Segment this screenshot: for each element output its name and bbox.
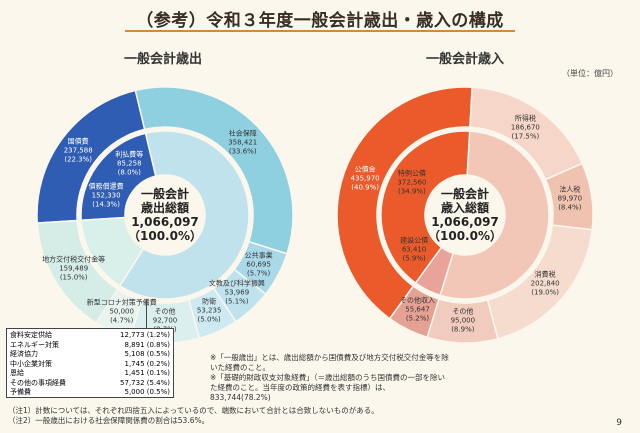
- special-bond-label: 特例公債 372,560 (34.9%): [397, 169, 427, 196]
- notes: ※「一般歳出」とは、歳出総額から国債費及び地方交付税交付金等を除いた経費のこと。…: [210, 353, 450, 403]
- breakdown-row: 食料安定供給 12,773 (1.2%): [10, 331, 170, 339]
- expenditure-center-pct: （100.0%）: [128, 229, 202, 243]
- revenue-center-value: 1,066,097: [431, 215, 499, 229]
- expenditure-slice-label: 文教及び科学振興 53,969 (5.1%): [208, 279, 265, 306]
- revenue-outer-slice-0: [336, 86, 473, 320]
- revenue-slice-label: 公債金 435,970 (40.9%): [350, 165, 380, 192]
- revenue-center-line1: 一般会計: [440, 187, 490, 201]
- breakdown-row: 経済協力 5,108 (0.5%): [10, 350, 170, 358]
- expenditure-chart-title: 一般会計歳出: [124, 52, 203, 67]
- revenue-inner-slice-2: [414, 246, 455, 297]
- revenue-inner-slice-1: [439, 130, 550, 300]
- expenditure-slice-label: 社会保障 358,421 (33.6%): [228, 129, 258, 156]
- revenue-center-line2: 歳入総額: [440, 201, 490, 215]
- expenditure-inner-slice-0: [80, 132, 157, 222]
- breakdown-row: 予備費 5,000 (0.5%): [10, 388, 170, 396]
- footnote-rounding: （注1）計数については、それぞれ四捨五入によっているので、端数において合計とは合…: [8, 406, 379, 415]
- title-underline: [125, 30, 515, 32]
- expenditure-slice-label: 新型コロナ対策予備費 50,000 (4.7%): [86, 298, 157, 325]
- footnote-social-security: （注2）一般歳出における社会保障関係費の割合は53.6%。: [8, 416, 210, 425]
- expenditure-inner-slice-2: [80, 216, 145, 287]
- breakdown-row: 恩給 1,451 (0.1%): [10, 369, 170, 377]
- revenue-slice-label: 法人税 89,970 (8.4%): [557, 185, 583, 212]
- debt-redemption-label: 債務償還費 152,330 (14.3%): [88, 182, 124, 209]
- revenue-outer-slice-5: [388, 285, 440, 339]
- expenditure-slice-label: 国債費 237,588 (22.3%): [63, 137, 93, 164]
- unit-label: （単位：億円）: [562, 69, 618, 78]
- expenditure-outer-slice-7: [36, 219, 119, 324]
- footnotes: （注1）計数については、それぞれ四捨五入によっているので、端数において合計とは合…: [8, 406, 379, 426]
- expenditure-center-line2: 歳出総額: [140, 201, 190, 215]
- breakdown-row: エネルギー対策 8,891 (0.8%): [10, 340, 170, 349]
- expenditure-center-line1: 一般会計: [140, 187, 190, 201]
- expenditure-outer-slice-1: [134, 86, 294, 255]
- revenue-inner-slice-0: [380, 130, 471, 285]
- page-title: （参考）令和３年度一般会計歳出・歳入の構成: [136, 11, 504, 31]
- revenue-center: 一般会計 歳入総額 1,066,097 （100.0%）: [428, 187, 502, 243]
- debt-interest-label: 利払費等 85,258 (8.0%): [115, 150, 144, 177]
- revenue-slice-label: 所得税 186,670 (17.5%): [510, 114, 540, 141]
- expenditure-slice-label: 防衛 53,235 (5.0%): [196, 297, 222, 324]
- revenue-slice-label: その他 95,000 (8.9%): [450, 307, 476, 334]
- revenue-slice-label: その他収入 55,647 (5.2%): [400, 296, 436, 323]
- breakdown-leader-line: [146, 300, 147, 328]
- revenue-slice-label: 消費税 202,840 (19.0%): [530, 270, 560, 297]
- construction-bond-label: 建設公債 63,410 (5.9%): [400, 236, 429, 263]
- breakdown-row: 中小企業対策 1,745 (0.2%): [10, 359, 170, 368]
- other-breakdown-box: 食料安定供給 12,773 (1.2%) エネルギー対策 8,891 (0.8%) …: [6, 328, 174, 398]
- breakdown-row: その他の事項経費 57,732 (5.4%): [10, 378, 170, 387]
- revenue-chart-title: 一般会計歳入: [426, 52, 505, 67]
- revenue-center-pct: （100.0%）: [428, 229, 502, 243]
- expenditure-slice-label: 地方交付税交付金等 159,489 (15.0%): [42, 255, 106, 282]
- note-general-expenditure: ※「一般歳出」とは、歳出総額から国債費及び地方交付税交付金等を除いた経費のこと。: [210, 353, 449, 372]
- expenditure-slice-label: 公共事業 60,695 (5.7%): [244, 251, 273, 278]
- expenditure-center-value: 1,066,097: [131, 215, 199, 229]
- expenditure-center: 一般会計 歳出総額 1,066,097 （100.0%）: [128, 187, 202, 243]
- note-primary-balance: ※「基礎的財政収支対象経費」（＝歳出総額のうち国債費の一部を除いた経費のこと。当…: [210, 373, 446, 402]
- expenditure-inner-slice-1: [118, 130, 250, 300]
- page-number: 9: [616, 418, 622, 428]
